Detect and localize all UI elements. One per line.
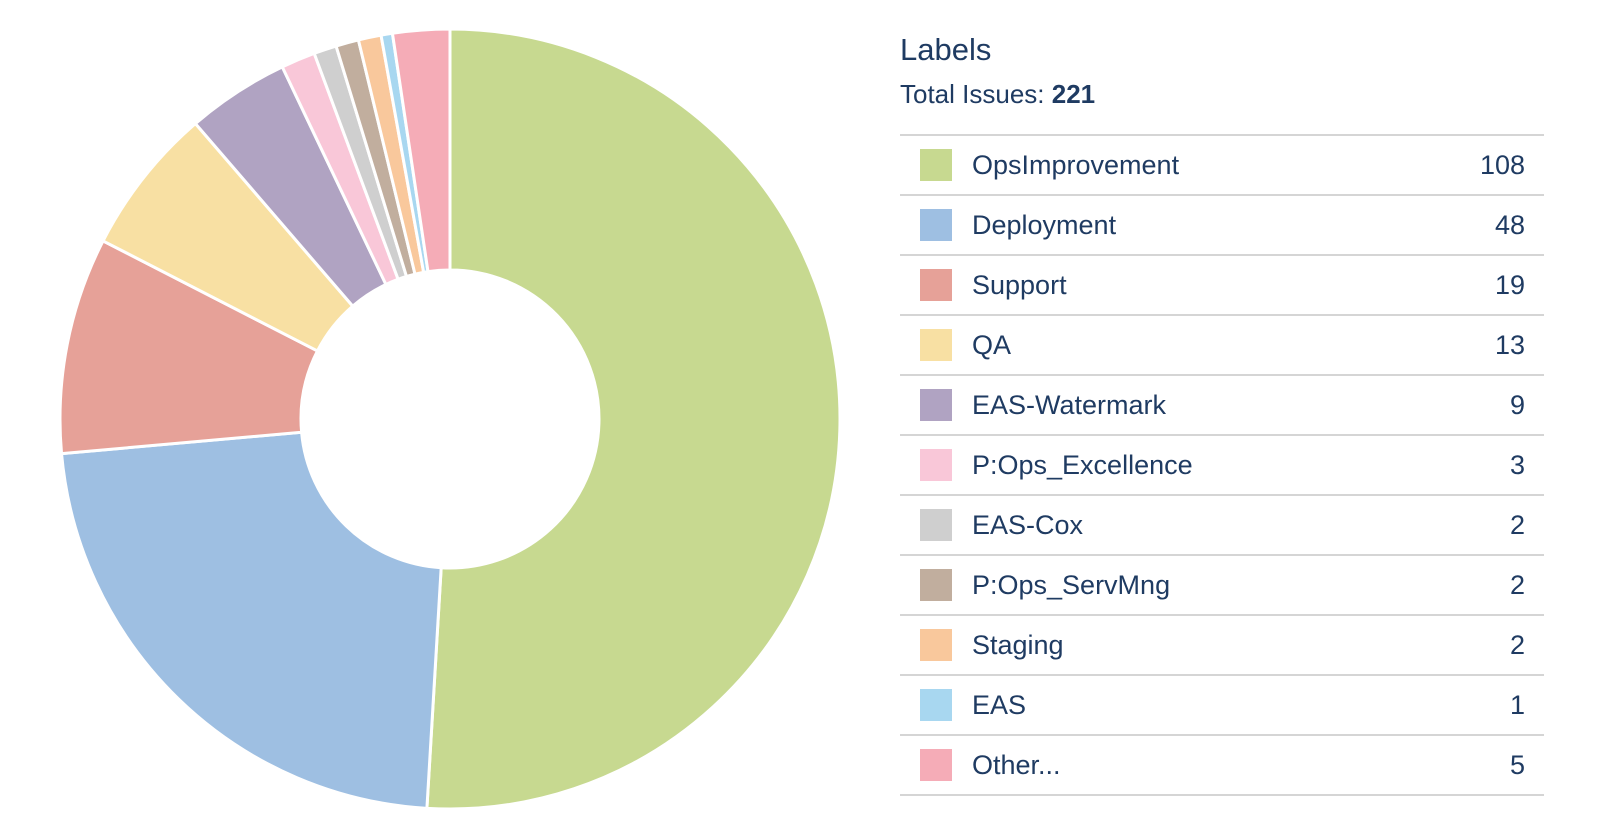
legend-panel: Labels Total Issues: 221 OpsImprovement 1… xyxy=(900,30,1544,796)
legend-value: 108 xyxy=(1479,149,1525,180)
legend-row-p-ops-servmng[interactable]: P:Ops_ServMng 2 xyxy=(900,556,1544,616)
total-issues-label: Total Issues: xyxy=(900,79,1045,109)
legend-row-opsimprovement[interactable]: OpsImprovement 108 xyxy=(900,136,1544,196)
legend-swatch xyxy=(920,269,952,301)
legend-row-eas[interactable]: EAS 1 xyxy=(900,676,1544,736)
legend-label: OpsImprovement xyxy=(972,149,1180,180)
legend-row-support[interactable]: Support 19 xyxy=(900,256,1544,316)
legend-label: Deployment xyxy=(972,209,1117,240)
chart-title: Labels xyxy=(900,32,992,67)
legend-swatch xyxy=(920,569,952,601)
legend-label: P:Ops_ServMng xyxy=(972,569,1171,600)
legend-label: Staging xyxy=(972,629,1064,660)
legend-row-eas-watermark[interactable]: EAS-Watermark 9 xyxy=(900,376,1544,436)
legend-label: EAS-Watermark xyxy=(972,389,1167,420)
total-issues: Total Issues: 221 xyxy=(900,76,1544,112)
legend-label: Support xyxy=(972,269,1067,300)
legend-swatch xyxy=(920,629,952,661)
pie-slice-other[interactable] xyxy=(390,27,452,274)
legend-value: 13 xyxy=(1494,329,1525,360)
legend-row-other[interactable]: Other... 5 xyxy=(900,736,1544,796)
legend-value: 3 xyxy=(1509,449,1525,480)
legend-value: 48 xyxy=(1494,209,1525,240)
legend-swatch xyxy=(920,749,952,781)
legend-label: EAS xyxy=(972,689,1027,720)
pie-slice-deployment[interactable] xyxy=(60,430,443,810)
legend-label: Other... xyxy=(972,749,1061,780)
legend-swatch xyxy=(920,449,952,481)
legend-list: OpsImprovement 108 Deployment 48 Support 19 QA… xyxy=(900,134,1544,796)
legend-row-qa[interactable]: QA 13 xyxy=(900,316,1544,376)
total-issues-value: 221 xyxy=(1051,79,1096,109)
legend-row-eas-cox[interactable]: EAS-Cox 2 xyxy=(900,496,1544,556)
legend-value: 9 xyxy=(1509,389,1525,420)
legend-value: 2 xyxy=(1509,629,1525,660)
legend-label: EAS-Cox xyxy=(972,509,1084,540)
legend-label: QA xyxy=(972,329,1012,360)
legend-swatch xyxy=(920,389,952,421)
legend-value: 5 xyxy=(1509,749,1525,780)
legend-swatch xyxy=(920,149,952,181)
legend-value: 19 xyxy=(1494,269,1525,300)
legend-row-deployment[interactable]: Deployment 48 xyxy=(900,196,1544,256)
pie-slice-support[interactable] xyxy=(58,239,319,456)
legend-swatch xyxy=(920,329,952,361)
legend-value: 2 xyxy=(1509,509,1525,540)
pie-slice-opsimprovement[interactable] xyxy=(425,27,842,811)
legend-swatch xyxy=(920,689,952,721)
legend-value: 1 xyxy=(1509,689,1525,720)
legend-swatch xyxy=(920,509,952,541)
legend-row-p-ops-excellence[interactable]: P:Ops_Excellence 3 xyxy=(900,436,1544,496)
legend-label: P:Ops_Excellence xyxy=(972,449,1193,480)
legend-value: 2 xyxy=(1509,569,1525,600)
legend-row-staging[interactable]: Staging 2 xyxy=(900,616,1544,676)
donut-chart xyxy=(58,27,842,811)
legend-swatch xyxy=(920,209,952,241)
